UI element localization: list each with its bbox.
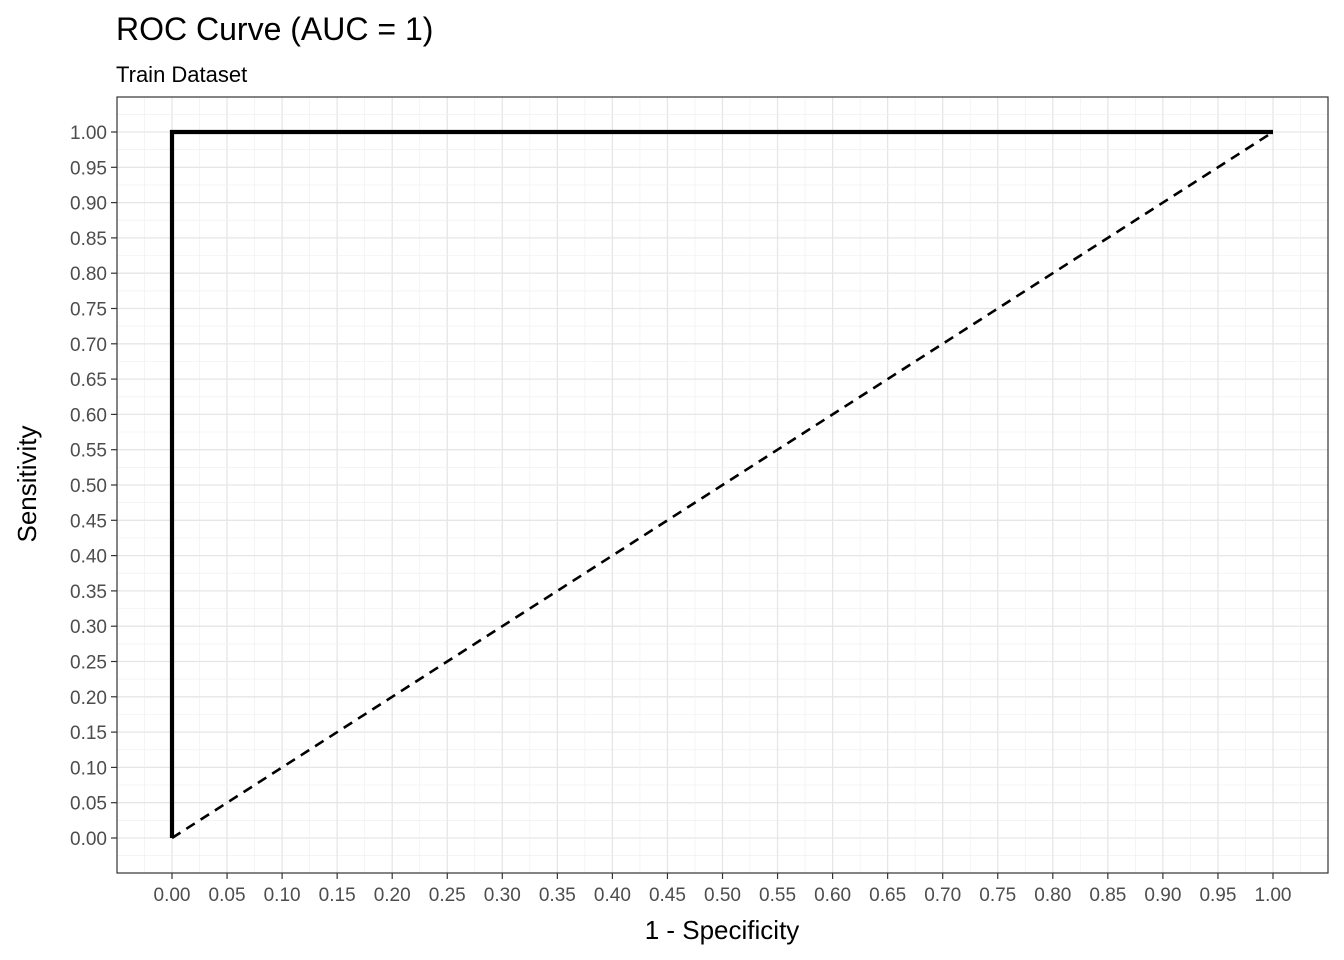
x-tick-label: 0.45 xyxy=(649,885,686,906)
x-tick-label: 0.70 xyxy=(924,885,961,906)
roc-curve-line xyxy=(169,129,1273,838)
x-tick-label: 0.20 xyxy=(374,885,411,906)
y-tick-label: 0.10 xyxy=(70,758,107,779)
x-tick-label: 0.50 xyxy=(704,885,741,906)
x-axis-title: 1 - Specificity xyxy=(645,915,800,945)
y-tick-label: 0.95 xyxy=(70,158,107,179)
x-tick-label: 0.85 xyxy=(1089,885,1126,906)
x-tick-label: 0.15 xyxy=(319,885,356,906)
y-tick-label: 0.35 xyxy=(70,582,107,603)
x-tick-label: 0.00 xyxy=(154,885,191,906)
x-tick-label: 0.65 xyxy=(869,885,906,906)
y-tick-label: 0.00 xyxy=(70,829,107,850)
x-tick-label: 0.80 xyxy=(1034,885,1071,906)
x-tick-label: 0.05 xyxy=(209,885,246,906)
y-tick-label: 0.25 xyxy=(70,653,107,674)
reference-diagonal-line xyxy=(171,130,1274,840)
chart-subtitle: Train Dataset xyxy=(116,62,247,87)
y-tick-label: 0.80 xyxy=(70,264,107,285)
y-tick-label: 0.75 xyxy=(70,300,107,321)
x-tick-label: 0.90 xyxy=(1144,885,1181,906)
series-layer xyxy=(169,129,1274,840)
x-tick-label: 0.40 xyxy=(594,885,631,906)
y-tick-label: 0.85 xyxy=(70,229,107,250)
y-tick-label: 0.45 xyxy=(70,511,107,532)
y-tick-label: 0.55 xyxy=(70,441,107,462)
x-tick-label: 0.55 xyxy=(759,885,796,906)
y-tick-label: 0.15 xyxy=(70,723,107,744)
y-tick-label: 0.30 xyxy=(70,617,107,638)
y-tick-label: 0.90 xyxy=(70,194,107,215)
x-tick-label: 0.60 xyxy=(814,885,851,906)
x-tick-label: 0.10 xyxy=(264,885,301,906)
y-tick-label: 0.20 xyxy=(70,688,107,709)
y-tick-label: 0.40 xyxy=(70,547,107,568)
x-axis: 0.00 0.05 0.10 0.15 0.20 0.25 0.30 0.35 0.40 0.45… xyxy=(154,873,1292,906)
y-tick-label: 0.70 xyxy=(70,335,107,356)
y-axis: 0.00 0.05 0.10 0.15 0.20 0.25 0.30 0.35 0.40 0.45… xyxy=(70,123,117,850)
y-tick-label: 0.65 xyxy=(70,370,107,391)
x-tick-label: 0.25 xyxy=(429,885,466,906)
y-tick-label: 0.50 xyxy=(70,476,107,497)
x-tick-label: 1.00 xyxy=(1255,885,1292,906)
x-tick-label: 0.95 xyxy=(1199,885,1236,906)
x-tick-label: 0.75 xyxy=(979,885,1016,906)
chart-title: ROC Curve (AUC = 1) xyxy=(116,11,433,47)
x-tick-label: 0.35 xyxy=(539,885,576,906)
y-tick-label: 1.00 xyxy=(70,123,107,144)
y-axis-title: Sensitivity xyxy=(12,425,42,542)
y-tick-label: 0.05 xyxy=(70,794,107,815)
y-tick-label: 0.60 xyxy=(70,405,107,426)
x-tick-label: 0.30 xyxy=(484,885,521,906)
